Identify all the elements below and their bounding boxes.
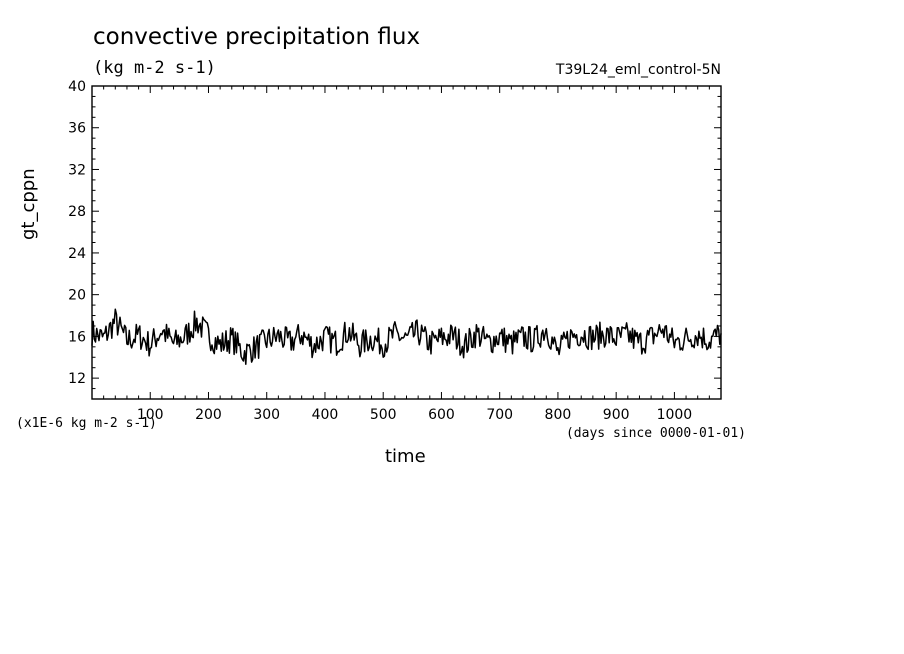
y-scale-note: (x1E-6 kg m-2 s-1) [16,416,157,431]
x-tick-label: 400 [312,407,339,423]
y-tick-label: 32 [68,162,86,178]
chart-title: convective precipitation flux [93,24,421,50]
y-tick-label: 36 [68,121,86,137]
y-tick-label: 20 [68,288,86,304]
run-id-label: T39L24_eml_control-5N [555,62,721,78]
x-time-unit-note: (days since 0000-01-01) [565,426,746,441]
x-tick-label: 600 [428,407,455,423]
y-tick-label: 28 [68,204,86,220]
x-tick-label: 300 [253,407,280,423]
x-tick-label: 500 [370,407,397,423]
plot-frame [91,85,722,400]
x-tick-label: 1000 [657,407,693,423]
series-line [91,308,722,365]
x-tick-label: 100 [137,407,164,423]
x-tick-label: 900 [603,407,630,423]
y-tick-label: 12 [68,371,86,387]
y-tick-label: 16 [68,329,86,345]
x-tick-label: 200 [195,407,222,423]
y-tick-label: 24 [68,246,86,262]
title-units: (kg m-2 s-1) [93,58,216,78]
x-axis-label: time [385,446,426,467]
x-tick-label: 700 [486,407,513,423]
y-tick-label: 40 [68,79,86,95]
x-tick-label: 800 [545,407,572,423]
